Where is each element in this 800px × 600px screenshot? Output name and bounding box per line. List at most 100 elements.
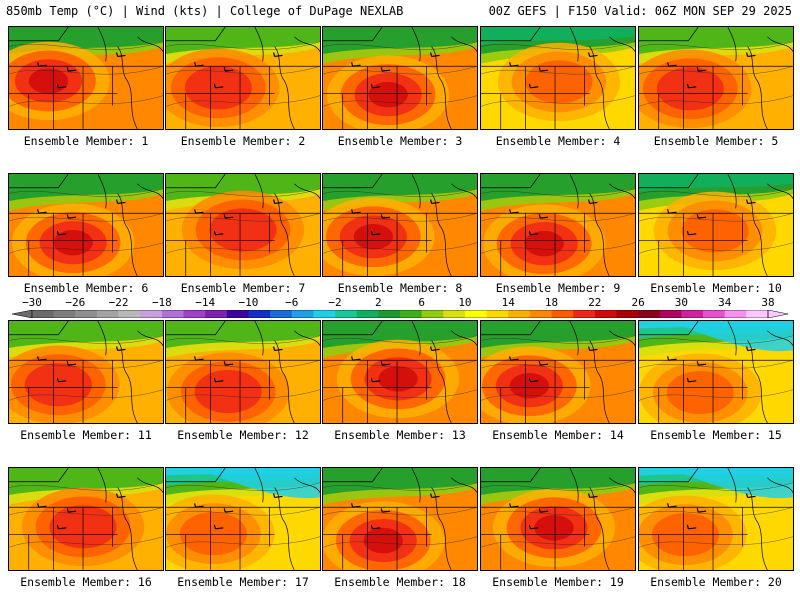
colorbar-tick-label: 6	[418, 296, 425, 309]
ensemble-member-label: Ensemble Member: 12	[177, 428, 309, 442]
colorbar-swatch	[443, 310, 466, 318]
ensemble-member-label: Ensemble Member: 9	[495, 281, 621, 295]
colorbar-tick-label: 34	[718, 296, 732, 309]
ensemble-map-panel	[480, 173, 636, 277]
colorbar-swatch	[573, 310, 596, 318]
colorbar-tick-label: 38	[761, 296, 775, 309]
colorbar-swatch	[291, 310, 314, 318]
temperature-field-map	[481, 174, 635, 276]
colorbar-swatch	[464, 310, 487, 318]
ensemble-map-panel	[638, 467, 794, 571]
colorbar-swatch	[226, 310, 249, 318]
ensemble-member-label: Ensemble Member: 4	[495, 134, 621, 148]
colorbar-swatch	[313, 310, 336, 318]
ensemble-map-panel	[322, 173, 478, 277]
colorbar-tick-label: −30	[22, 296, 42, 309]
ensemble-member-label: Ensemble Member: 3	[337, 134, 463, 148]
colorbar-swatch	[270, 310, 293, 318]
temperature-field-map	[481, 27, 635, 129]
temperature-field-map	[9, 174, 163, 276]
colorbar-swatch	[75, 310, 98, 318]
colorbar-tick-label: 30	[674, 296, 689, 309]
colorbar-swatches	[12, 310, 788, 318]
colorbar-tick-label: −26	[65, 296, 86, 309]
temperature-field-map	[166, 174, 320, 276]
colorbar-swatch	[508, 310, 531, 318]
model-run-valid-time: 00Z GEFS | F150 Valid: 06Z MON SEP 29 20…	[488, 4, 792, 18]
ensemble-map-panel	[638, 173, 794, 277]
ensemble-map-panel	[480, 26, 636, 130]
colorbar-swatch	[356, 310, 379, 318]
colorbar-swatch	[638, 310, 661, 318]
temperature-field-map	[166, 27, 320, 129]
colorbar-swatch	[400, 310, 422, 318]
ensemble-map-panel	[480, 467, 636, 571]
ensemble-map-panel	[8, 467, 164, 571]
colorbar-swatch	[594, 310, 617, 318]
ensemble-map-panel	[165, 26, 321, 130]
ensemble-map-panel	[638, 320, 794, 424]
ensemble-map-panel	[8, 26, 164, 130]
colorbar-tick-labels: −30 −26 −22 −18 −14 −10 −6 −2 2 6 10 14 18 22 26 30 34 38…	[0, 296, 800, 309]
colorbar-swatch	[248, 310, 271, 318]
colorbar-swatch	[616, 310, 639, 318]
ensemble-map-panel	[322, 26, 478, 130]
ensemble-map-panel	[480, 320, 636, 424]
ensemble-map-panel	[8, 173, 164, 277]
colorbar-tick-label: −6	[285, 296, 299, 309]
colorbar-tick-label: −10	[238, 296, 259, 309]
colorbar-swatch	[53, 310, 76, 318]
temperature-field-map	[9, 468, 163, 570]
ensemble-member-label: Ensemble Member: 18	[334, 575, 466, 589]
ensemble-member-label: Ensemble Member: 11	[20, 428, 152, 442]
temperature-field-map	[323, 468, 477, 570]
colorbar-swatch	[529, 310, 552, 318]
temperature-field-map	[639, 321, 793, 423]
ensemble-member-label: Ensemble Member: 20	[650, 575, 782, 589]
ensemble-member-label: Ensemble Member: 16	[20, 575, 152, 589]
ensemble-member-label: Ensemble Member: 6	[23, 281, 149, 295]
colorbar-swatch	[378, 310, 401, 318]
ensemble-member-label: Ensemble Member: 8	[337, 281, 463, 295]
ensemble-member-label: Ensemble Member: 14	[492, 428, 624, 442]
ensemble-map-panel	[8, 320, 164, 424]
colorbar-swatch	[681, 310, 704, 318]
ensemble-member-label: Ensemble Member: 1	[23, 134, 149, 148]
colorbar-tick-label: 10	[458, 296, 472, 309]
ensemble-map-panel	[638, 26, 794, 130]
colorbar-tick-label: −2	[328, 296, 342, 309]
ensemble-map-panel	[322, 320, 478, 424]
temperature-field-map	[166, 321, 320, 423]
temperature-field-map	[639, 174, 793, 276]
temperature-field-map	[323, 27, 477, 129]
ensemble-member-label: Ensemble Member: 10	[650, 281, 782, 295]
temperature-field-map	[323, 321, 477, 423]
colorbar-swatch	[205, 310, 228, 318]
temperature-colorbar	[12, 310, 788, 318]
ensemble-member-label: Ensemble Member: 17	[177, 575, 309, 589]
colorbar-swatch	[96, 310, 119, 318]
temperature-field-map	[481, 468, 635, 570]
temperature-field-map	[323, 174, 477, 276]
colorbar-swatch	[724, 310, 747, 318]
colorbar-tick-label: 26	[631, 296, 645, 309]
temperature-field-map	[9, 27, 163, 129]
temperature-field-map	[481, 321, 635, 423]
colorbar-swatch	[140, 310, 163, 318]
ensemble-member-label: Ensemble Member: 5	[653, 134, 779, 148]
colorbar-swatch	[703, 310, 726, 318]
ensemble-member-label: Ensemble Member: 19	[492, 575, 624, 589]
colorbar-swatch	[746, 310, 769, 318]
temperature-field-map	[9, 321, 163, 423]
colorbar-tick-label: 18	[544, 296, 559, 309]
colorbar-swatch	[486, 310, 509, 318]
colorbar-tick-label: −18	[151, 296, 172, 309]
colorbar-tick-label: 2	[375, 296, 382, 309]
temperature-field-map	[166, 468, 320, 570]
ensemble-member-label: Ensemble Member: 15	[650, 428, 782, 442]
ensemble-map-panel	[322, 467, 478, 571]
ensemble-map-panel	[165, 467, 321, 571]
colorbar-swatch	[335, 310, 358, 318]
colorbar-swatch	[421, 310, 444, 318]
temperature-field-map	[639, 468, 793, 570]
